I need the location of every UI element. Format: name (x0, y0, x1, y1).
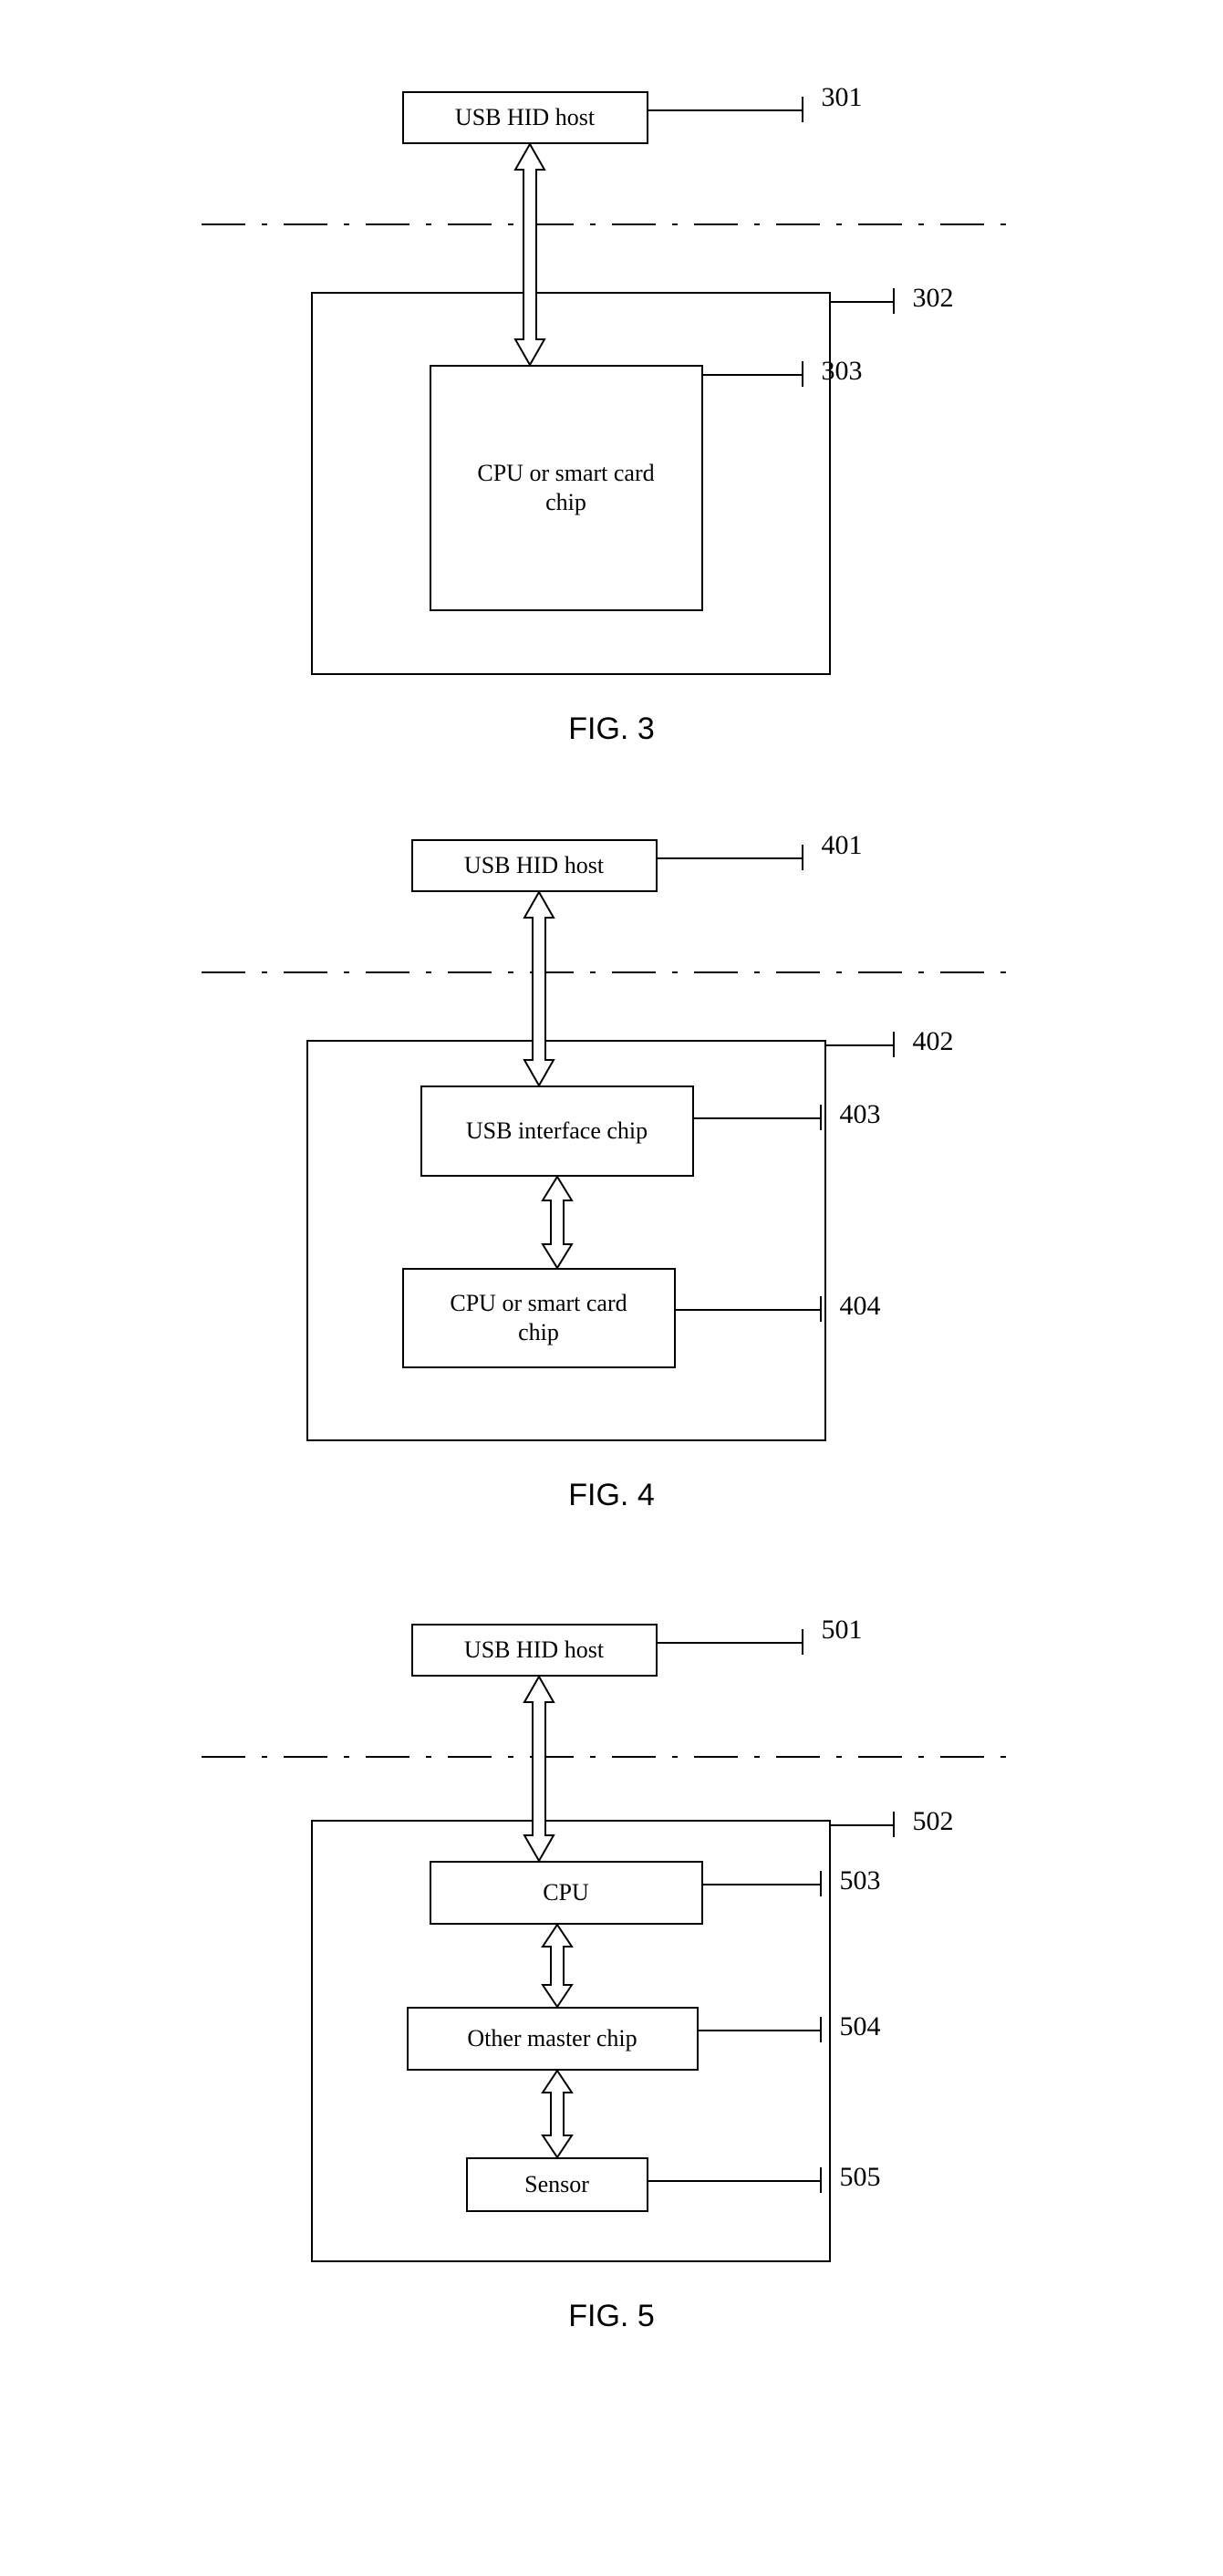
separator-line (202, 971, 1022, 973)
ref-301: 301 (822, 82, 863, 113)
usb-interface-chip-label: USB interface chip (466, 1117, 648, 1147)
cpu-smartcard-label: CPU or smart card chip (459, 459, 674, 518)
leader-line (648, 109, 803, 111)
ref-501: 501 (822, 1615, 863, 1646)
usb-hid-host-box: USB HID host (411, 1624, 658, 1677)
leader-line (676, 1309, 822, 1311)
leader-tick (893, 1032, 895, 1057)
figure-caption: FIG. 5 (202, 2299, 1022, 2334)
bidir-arrow-icon (539, 1925, 575, 2007)
usb-hid-host-label: USB HID host (464, 851, 604, 881)
leader-tick (802, 97, 803, 122)
sensor-label: Sensor (524, 2170, 589, 2200)
leader-line (831, 1824, 895, 1826)
leader-tick (802, 361, 803, 387)
ref-401: 401 (822, 830, 863, 861)
bidir-arrow-icon (539, 2071, 575, 2157)
ref-403: 403 (840, 1099, 881, 1130)
cpu-smartcard-label: CPU or smart card chip (431, 1289, 647, 1348)
leader-line (831, 301, 895, 303)
sensor-box: Sensor (466, 2157, 648, 2212)
cpu-smartcard-box: CPU or smart card chip (402, 1268, 676, 1368)
leader-line (703, 374, 803, 376)
leader-line (694, 1117, 822, 1119)
fig4-stage: USB HID host USB interface chip CPU or s… (202, 803, 1022, 1459)
ref-504: 504 (840, 2011, 881, 2042)
ref-302: 302 (913, 283, 954, 314)
leader-tick (820, 1871, 822, 1896)
leader-tick (820, 1105, 822, 1130)
bidir-arrow-icon (521, 892, 557, 1085)
ref-404: 404 (840, 1291, 881, 1322)
usb-interface-chip-box: USB interface chip (420, 1085, 694, 1177)
leader-line (826, 1044, 895, 1046)
leader-tick (820, 2017, 822, 2042)
other-master-chip-box: Other master chip (407, 2007, 699, 2071)
cpu-smartcard-box: CPU or smart card chip (430, 365, 703, 611)
figure-caption: FIG. 4 (202, 1478, 1022, 1513)
ref-303: 303 (822, 356, 863, 387)
cpu-box: CPU (430, 1861, 703, 1925)
figure-3: USB HID host CPU or smart card chip 301 … (202, 55, 1022, 748)
ref-503: 503 (840, 1865, 881, 1896)
leader-line (648, 2180, 822, 2182)
usb-hid-host-label: USB HID host (455, 103, 595, 133)
figure-caption: FIG. 3 (202, 712, 1022, 747)
bidir-arrow-icon (539, 1177, 575, 1268)
other-master-chip-label: Other master chip (467, 2024, 637, 2054)
usb-hid-host-box: USB HID host (411, 839, 658, 892)
figure-4: USB HID host USB interface chip CPU or s… (202, 803, 1022, 1532)
leader-line (703, 1884, 822, 1885)
separator-line (202, 1756, 1022, 1758)
ref-402: 402 (913, 1026, 954, 1057)
usb-hid-host-box: USB HID host (402, 91, 648, 144)
bidir-arrow-icon (521, 1677, 557, 1861)
leader-tick (802, 1629, 803, 1655)
leader-line (699, 2030, 822, 2031)
fig3-stage: USB HID host CPU or smart card chip 301 … (202, 55, 1022, 693)
leader-line (658, 857, 803, 859)
leader-tick (802, 845, 803, 870)
ref-505: 505 (840, 2162, 881, 2193)
cpu-label: CPU (543, 1878, 589, 1908)
separator-line (202, 223, 1022, 225)
leader-tick (820, 1296, 822, 1322)
usb-hid-host-label: USB HID host (464, 1636, 604, 1666)
leader-line (658, 1642, 803, 1644)
leader-tick (893, 288, 895, 314)
bidir-arrow-icon (512, 144, 548, 365)
ref-502: 502 (913, 1806, 954, 1837)
leader-tick (820, 2167, 822, 2193)
leader-tick (893, 1812, 895, 1837)
figure-5: USB HID host CPU Other master chip Senso… (202, 1587, 1022, 2353)
fig5-stage: USB HID host CPU Other master chip Senso… (202, 1587, 1022, 2280)
